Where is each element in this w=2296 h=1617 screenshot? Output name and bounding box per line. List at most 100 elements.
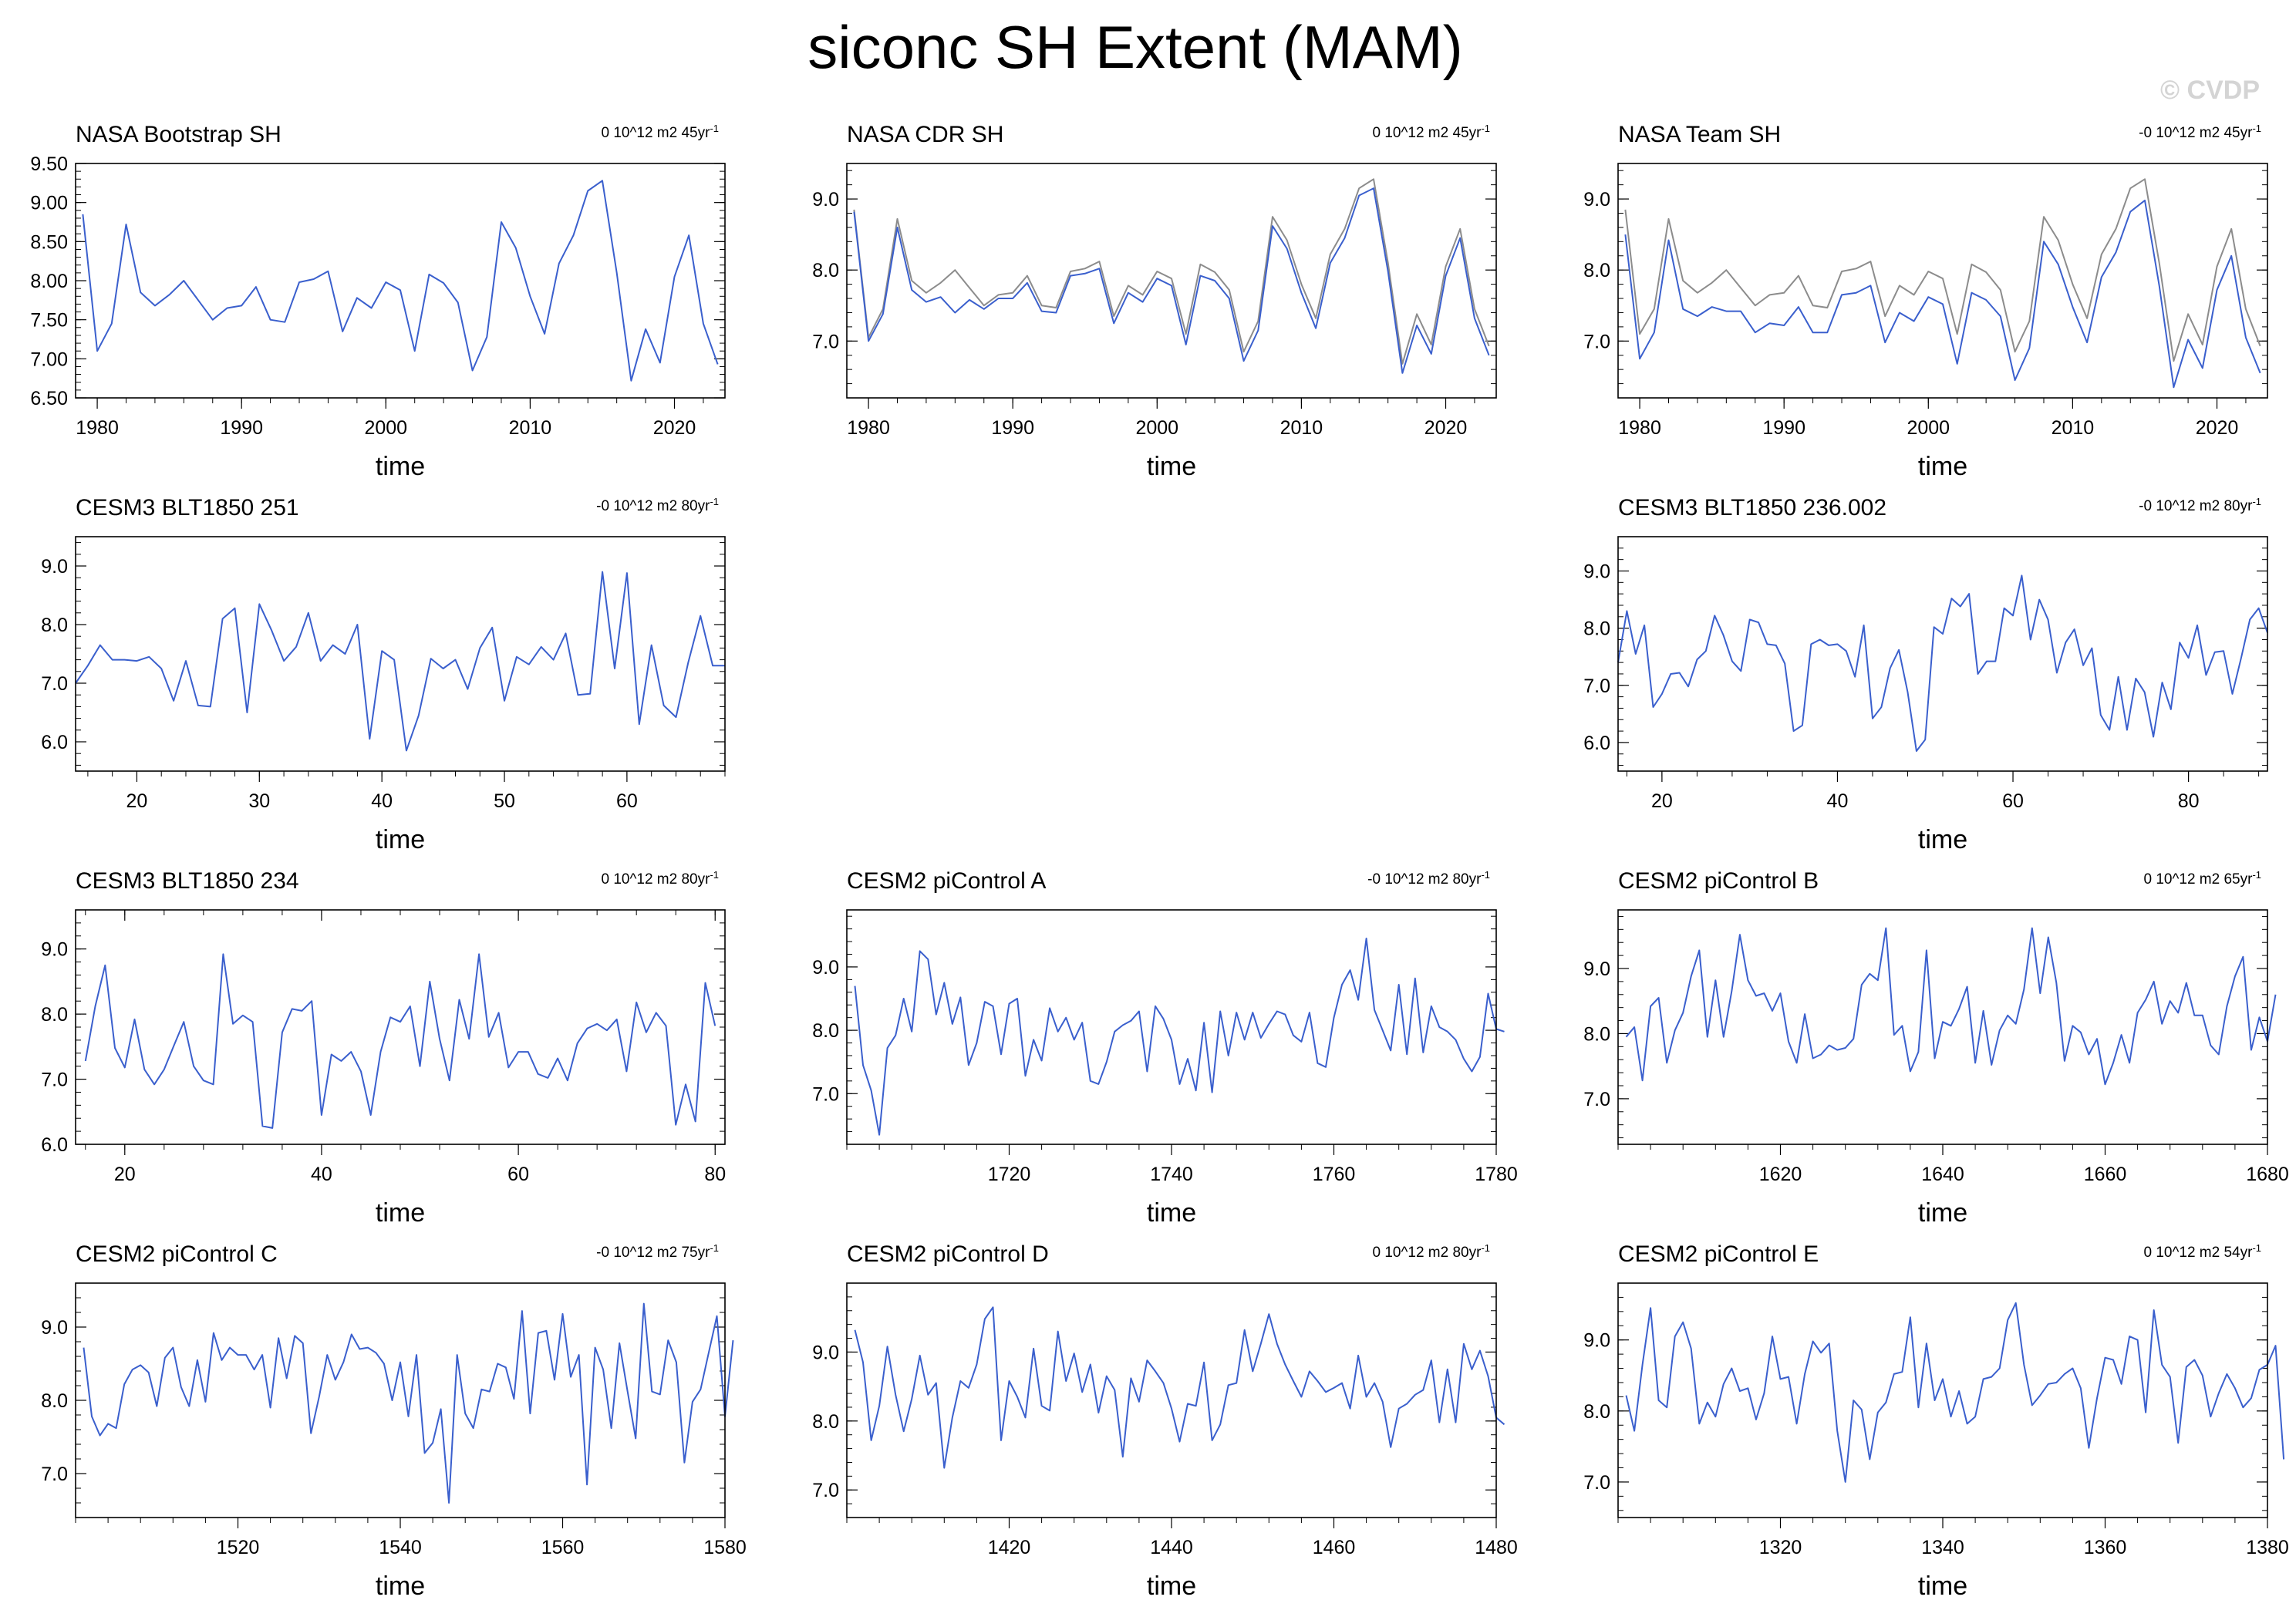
plot-frame: [75, 909, 726, 1145]
plot-frame: [75, 1282, 726, 1518]
x-tick-label: 2000: [1907, 417, 1950, 439]
y-tick-label: 7.0: [1583, 1089, 1610, 1110]
series-line-obs: [82, 180, 719, 382]
series-line-model: [75, 571, 725, 752]
y-tick-label: 6.0: [41, 1134, 68, 1156]
trend-label: -0 10^12 m2 80yr-1: [596, 496, 719, 515]
trend-label: 0 10^12 m2 45yr-1: [601, 123, 719, 142]
y-tick-label: 9.0: [812, 1342, 839, 1363]
x-tick-label: 1440: [1150, 1537, 1193, 1558]
x-tick-label: 1340: [1921, 1537, 1964, 1558]
y-tick-label: 9.0: [812, 189, 839, 211]
y-tick-label: 7.0: [41, 1070, 68, 1091]
x-tick-label: 30: [248, 790, 270, 812]
y-tick-label: 9.0: [1583, 189, 1610, 211]
plot-frame: [1617, 1282, 2268, 1518]
panel-title: NASA CDR SH: [847, 122, 1003, 147]
panel-cesm2-picontrol-a: CESM2 piControl A -0 10^12 m2 80yr-1 7.0 8.…: [812, 868, 1518, 1228]
y-tick-label: 8.0: [41, 1390, 68, 1412]
y-tick-label: 7.0: [1583, 331, 1610, 352]
trend-label: -0 10^12 m2 45yr-1: [2139, 123, 2261, 142]
y-tick-label: 7.0: [812, 331, 839, 352]
y-tick-label: 6.0: [1583, 733, 1610, 754]
plot-frame: [1617, 536, 2268, 772]
plot-frame: [75, 163, 726, 399]
y-tick-label: 9.0: [812, 957, 839, 979]
series-line-model: [853, 187, 1490, 374]
plot-frame: [846, 909, 1497, 1145]
series-line-model: [84, 953, 716, 1129]
x-tick-label: 1460: [1313, 1537, 1356, 1558]
panel-title: NASA Team SH: [1618, 122, 1781, 147]
series-line-model: [854, 1306, 1505, 1469]
y-tick-label: 9.0: [1583, 958, 1610, 980]
plot-frame: [846, 1282, 1497, 1518]
x-axis-label: time: [1918, 452, 1967, 481]
x-tick-label: 2020: [653, 417, 696, 439]
y-tick-label: 8.0: [1583, 1401, 1610, 1423]
panel-cesm3-blt1850-236-002: CESM3 BLT1850 236.002 -0 10^12 m2 80yr-1 6…: [1583, 495, 2268, 854]
x-axis-label: time: [376, 452, 425, 481]
panel-title: NASA Bootstrap SH: [76, 122, 282, 147]
series-line-model: [1625, 1302, 2285, 1483]
trend-label: 0 10^12 m2 45yr-1: [1372, 123, 1490, 142]
x-tick-label: 1640: [1921, 1164, 1964, 1185]
cvdp-watermark: © CVDP: [2160, 76, 2260, 105]
x-tick-label: 20: [126, 790, 148, 812]
x-tick-label: 50: [494, 790, 515, 812]
panel-nasa-bootstrap-sh: NASA Bootstrap SH 0 10^12 m2 45yr-1 6.50 7.…: [30, 122, 726, 481]
x-axis-label: time: [376, 1572, 425, 1601]
x-axis-label: time: [1918, 1572, 1967, 1601]
x-tick-label: 1580: [703, 1537, 747, 1558]
series-line-model: [1625, 927, 2277, 1086]
x-tick-label: 1680: [2246, 1164, 2289, 1185]
y-tick-label: 8.50: [30, 231, 68, 253]
series-line-model: [1624, 199, 2261, 389]
y-tick-label: 9.0: [41, 1317, 68, 1339]
trend-label: -0 10^12 m2 75yr-1: [596, 1242, 719, 1262]
x-axis-label: time: [1147, 1572, 1196, 1601]
x-tick-label: 80: [704, 1164, 726, 1185]
x-axis-label: time: [376, 1198, 425, 1228]
y-tick-label: 8.0: [1583, 618, 1610, 640]
panel-cesm3-blt1850-234: CESM3 BLT1850 234 0 10^12 m2 80yr-1 6.0 7.0…: [41, 868, 726, 1228]
x-tick-label: 1990: [220, 417, 263, 439]
panel-title: CESM2 piControl C: [76, 1241, 278, 1267]
x-tick-label: 1480: [1475, 1537, 1518, 1558]
series-line-model: [854, 938, 1505, 1136]
plot-frame: [1617, 909, 2268, 1145]
x-tick-label: 1980: [1618, 417, 1661, 439]
y-tick-label: 8.0: [41, 1004, 68, 1026]
panel-title: CESM3 BLT1850 236.002: [1618, 495, 1886, 520]
y-tick-label: 7.00: [30, 349, 68, 370]
y-tick-label: 9.50: [30, 153, 68, 175]
y-tick-label: 9.0: [1583, 561, 1610, 582]
panel-nasa-cdr-sh: NASA CDR SH 0 10^12 m2 45yr-1 7.0 8.0 9.0 198…: [812, 122, 1497, 481]
panel-cesm2-picontrol-c: CESM2 piControl C -0 10^12 m2 75yr-1 7.0 8.…: [41, 1241, 747, 1601]
panel-cesm3-blt1850-251: CESM3 BLT1850 251 -0 10^12 m2 80yr-1 6.0 7.…: [41, 495, 726, 854]
trend-label: 0 10^12 m2 80yr-1: [1372, 1242, 1490, 1262]
x-tick-label: 2010: [2052, 417, 2095, 439]
x-tick-label: 1320: [1759, 1537, 1802, 1558]
x-tick-label: 80: [2178, 790, 2200, 812]
x-tick-label: 60: [2002, 790, 2024, 812]
x-tick-label: 1780: [1475, 1164, 1518, 1185]
y-tick-label: 8.0: [812, 1411, 839, 1433]
trend-label: -0 10^12 m2 80yr-1: [2139, 496, 2261, 515]
y-tick-label: 7.0: [812, 1083, 839, 1105]
panel-title: CESM3 BLT1850 251: [76, 495, 299, 520]
x-tick-label: 1360: [2084, 1537, 2127, 1558]
x-tick-label: 40: [1827, 790, 1849, 812]
x-tick-label: 60: [616, 790, 638, 812]
x-tick-label: 1980: [76, 417, 119, 439]
x-tick-label: 1980: [847, 417, 890, 439]
x-tick-label: 1990: [991, 417, 1034, 439]
x-tick-label: 2010: [1280, 417, 1323, 439]
y-tick-label: 8.0: [41, 615, 68, 636]
x-tick-label: 1990: [1762, 417, 1805, 439]
y-tick-label: 7.0: [812, 1480, 839, 1501]
y-tick-label: 9.0: [1583, 1330, 1610, 1352]
panel-title: CESM2 piControl B: [1618, 868, 1819, 894]
x-axis-label: time: [1147, 452, 1196, 481]
